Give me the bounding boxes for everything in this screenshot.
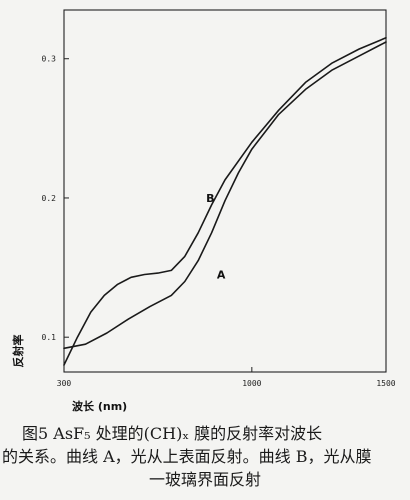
y-tick-label: 0.3: [42, 55, 57, 64]
axes: [63, 9, 387, 373]
series-label-b: B: [206, 192, 214, 205]
caption-line-2: 的关系。曲线 A，光从上表面反射。曲线 B，光从膜: [2, 447, 372, 466]
caption-line-1: 图5 AsF₅ 处理的(CH)ₓ 膜的反射率对波长: [22, 424, 323, 443]
caption-line-3: 一玻璃界面反射: [148, 470, 261, 489]
x-tick-label: 300: [57, 379, 72, 388]
x-tick-label: 1500: [376, 379, 395, 388]
x-tick-label: 1000: [242, 379, 261, 388]
series-label-a: A: [217, 269, 226, 282]
y-tick-label: 0.1: [42, 333, 57, 342]
series-line-a: [63, 41, 387, 350]
y-axis-label: 反射率: [11, 335, 25, 368]
series-group: [63, 37, 387, 366]
series-line-b: [63, 37, 387, 366]
x-axis-label: 波长 (nm): [72, 399, 127, 413]
plot-frame: [63, 9, 387, 373]
y-tick-label: 0.2: [42, 194, 57, 203]
figure-caption: 图5 AsF₅ 处理的(CH)ₓ 膜的反射率对波长 的关系。曲线 A，光从上表面…: [0, 422, 410, 491]
